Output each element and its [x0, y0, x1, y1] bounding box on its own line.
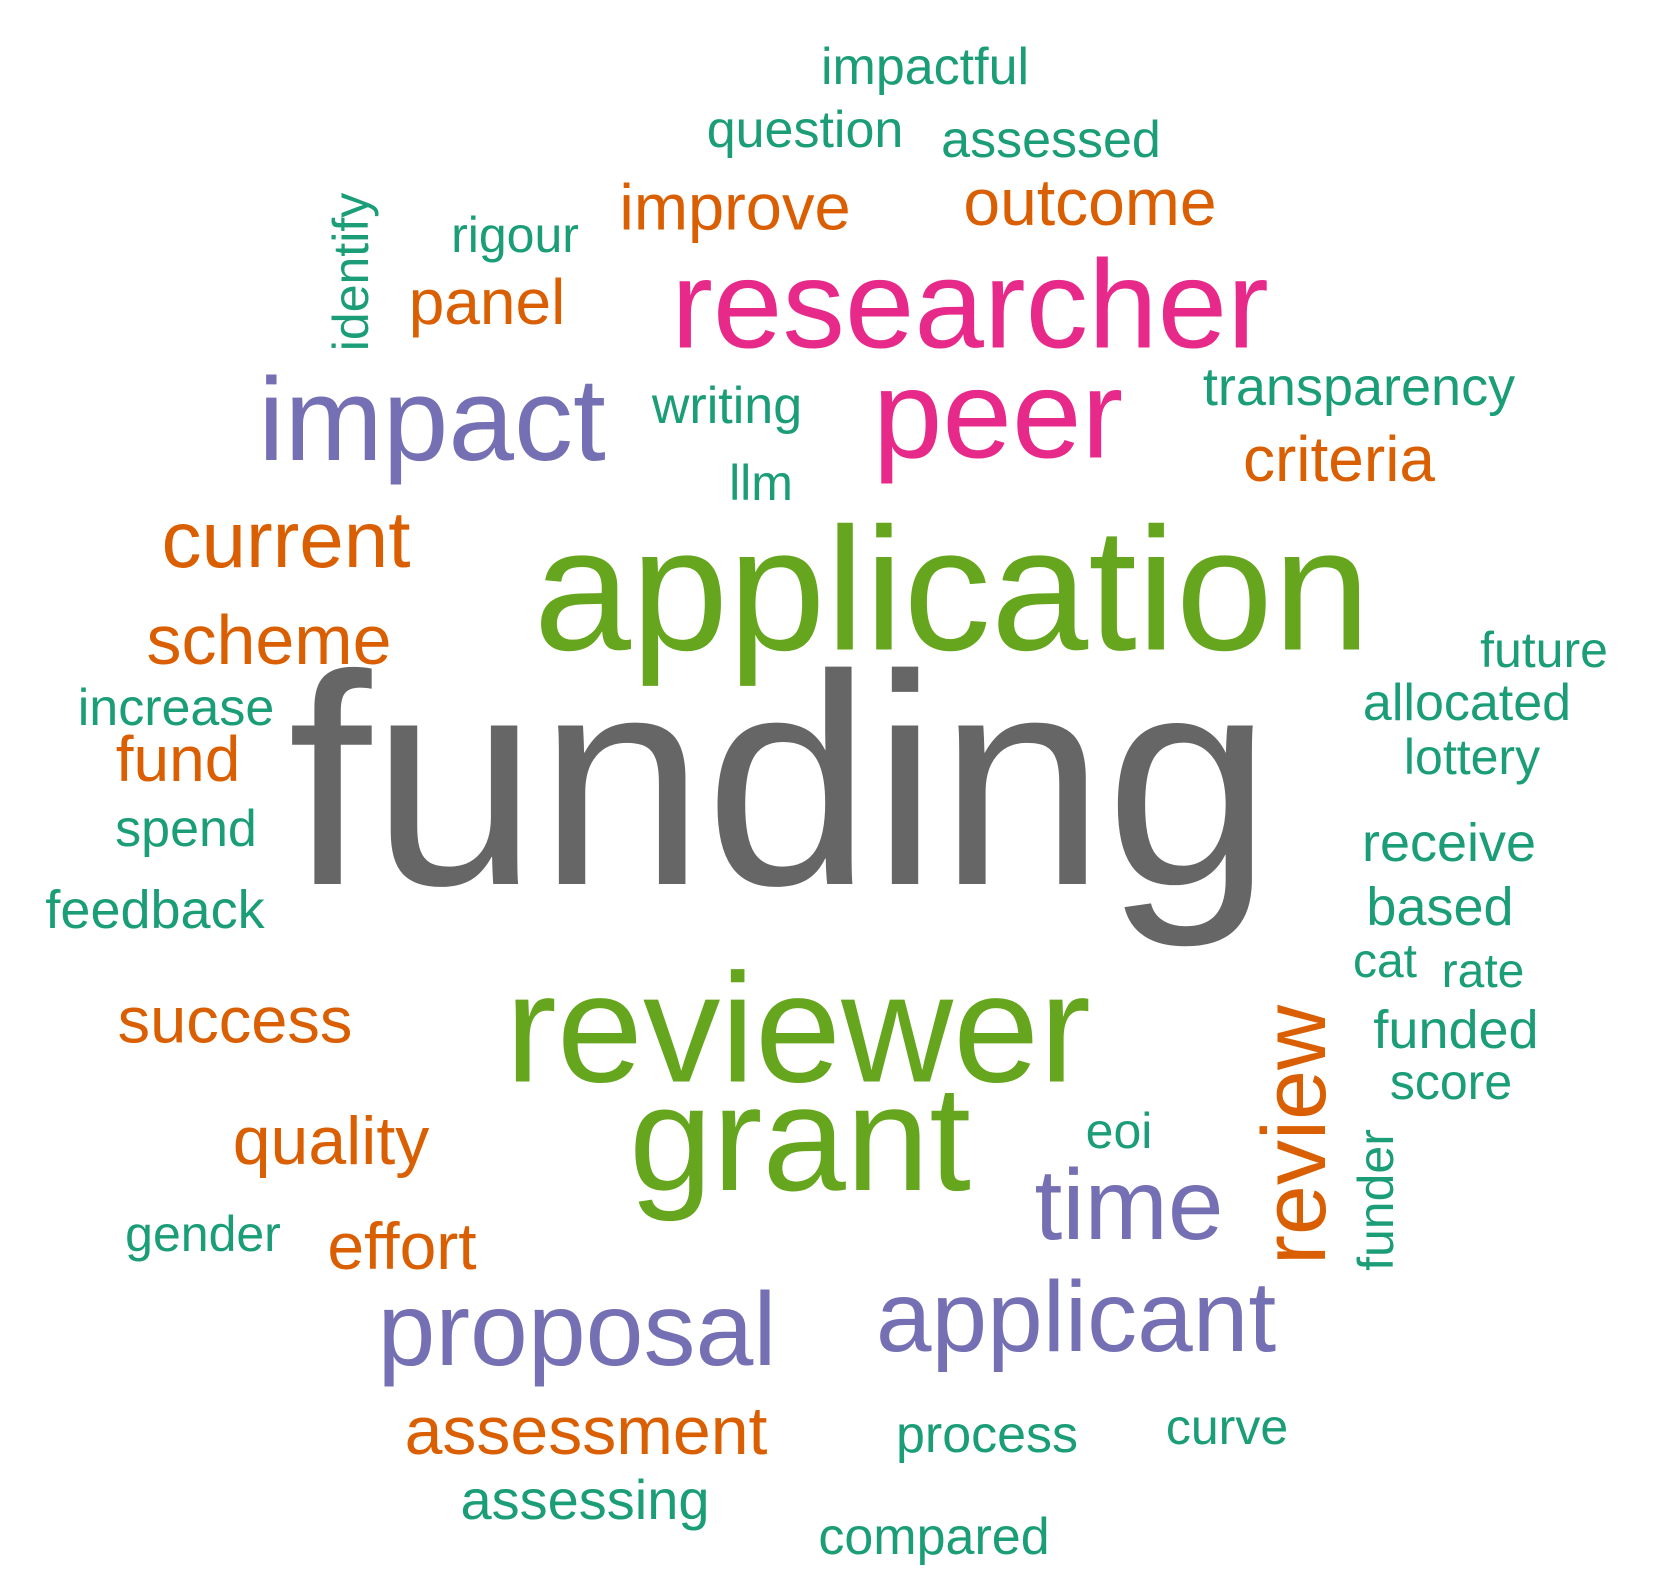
word-rate: rate: [1441, 945, 1525, 998]
word-question: question: [706, 101, 904, 159]
word-current: current: [161, 495, 411, 584]
word-application: application: [533, 492, 1371, 688]
word-time: time: [1034, 1149, 1224, 1261]
word-rigour: rigour: [451, 207, 579, 263]
word-impactful: impactful: [820, 38, 1030, 96]
word-increase: increase: [77, 679, 275, 737]
word-eoi: eoi: [1085, 1103, 1153, 1159]
word-feedback: feedback: [45, 880, 265, 940]
word-funding: funding: [287, 612, 1273, 948]
word-proposal: proposal: [377, 1272, 777, 1388]
word-process: process: [895, 1406, 1079, 1464]
word-criteria: criteria: [1242, 423, 1436, 495]
word-assessment: assessment: [404, 1393, 768, 1469]
word-transparency: transparency: [1202, 357, 1516, 417]
word-peer: peer: [872, 345, 1124, 485]
word-grant: grant: [629, 1054, 971, 1222]
word-compared: compared: [818, 1508, 1050, 1566]
word-identify: identify: [323, 192, 379, 352]
word-scheme: scheme: [146, 601, 392, 679]
word-effort: effort: [327, 1209, 477, 1283]
word-assessed: assessed: [941, 111, 1161, 169]
word-future: future: [1480, 622, 1608, 678]
word-score: score: [1389, 1054, 1513, 1110]
word-assessing: assessing: [460, 1468, 710, 1531]
word-applicant: applicant: [875, 1261, 1277, 1373]
word-panel: panel: [408, 266, 566, 338]
word-funded: funded: [1373, 1000, 1539, 1060]
word-outcome: outcome: [963, 165, 1217, 239]
word-quality: quality: [232, 1103, 430, 1179]
word-funder: funder: [1348, 1129, 1404, 1271]
word-curve: curve: [1165, 1399, 1289, 1455]
word-fund: fund: [115, 723, 241, 795]
word-improve: improve: [619, 170, 851, 244]
word-spend: spend: [115, 800, 257, 858]
word-reviewer: reviewer: [505, 941, 1091, 1115]
word-allocated: allocated: [1362, 674, 1572, 732]
word-cat: cat: [1352, 935, 1418, 988]
word-based: based: [1366, 877, 1514, 937]
word-lottery: lottery: [1403, 729, 1541, 785]
word-review: review: [1245, 1004, 1345, 1266]
word-success: success: [117, 983, 353, 1057]
word-impact: impact: [258, 354, 606, 486]
word-writing: writing: [651, 377, 803, 435]
word-receive: receive: [1361, 813, 1537, 873]
word-gender: gender: [125, 1206, 281, 1262]
word-researcher: researcher: [671, 235, 1269, 375]
word-llm: llm: [729, 455, 793, 511]
